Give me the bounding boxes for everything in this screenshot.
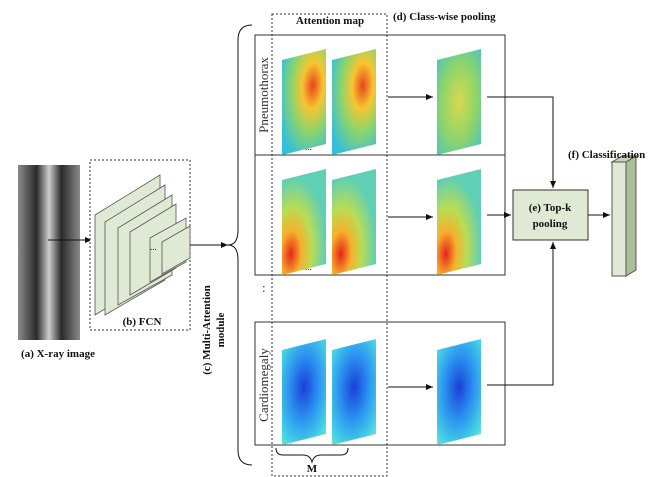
classification-bar (612, 156, 636, 276)
heatmap (282, 169, 326, 275)
label: (e) Top-k (529, 202, 572, 214)
dots: ... (150, 242, 157, 252)
topk-box (513, 190, 588, 240)
heatmap (332, 49, 376, 155)
heatmap-fill (437, 169, 481, 275)
dots: ... (305, 142, 312, 152)
heatmap-fill (437, 339, 481, 445)
heatmap (332, 169, 376, 275)
heatmap (437, 169, 481, 275)
dots: : (262, 280, 266, 295)
xray-image (18, 165, 80, 340)
label: (f) Classification (568, 149, 645, 161)
heatmap-fill (282, 49, 326, 155)
heatmap (437, 339, 481, 445)
m-brace (276, 448, 348, 462)
heatmap (282, 339, 326, 445)
heatmap-fill (332, 339, 376, 445)
brace (228, 25, 252, 465)
heatmap (332, 339, 376, 445)
class-name: Pneumothorax (256, 57, 271, 133)
heatmap-fill (332, 169, 376, 275)
heatmap-fill (282, 339, 326, 445)
diagram: (a) X-ray image ... (b) FCN (c) Multi-At… (0, 0, 660, 477)
label: (d) Class-wise pooling (393, 11, 496, 23)
label: (a) X-ray image (21, 348, 95, 360)
heatmap (282, 49, 326, 155)
label: (c) Multi-Attention (201, 285, 213, 375)
heatmap-fill (332, 49, 376, 155)
arrow (487, 97, 553, 188)
dots: ... (305, 262, 312, 272)
label: M (307, 463, 318, 475)
heatmap-fill (282, 169, 326, 275)
label: module (215, 312, 227, 347)
label: (b) FCN (123, 316, 162, 328)
heatmap-fill (437, 49, 481, 155)
label: pooling (533, 218, 568, 230)
class-name: Cardiomegaly (256, 348, 271, 422)
heatmap (437, 49, 481, 155)
arrow (487, 242, 553, 385)
label: Attention map (296, 15, 364, 27)
